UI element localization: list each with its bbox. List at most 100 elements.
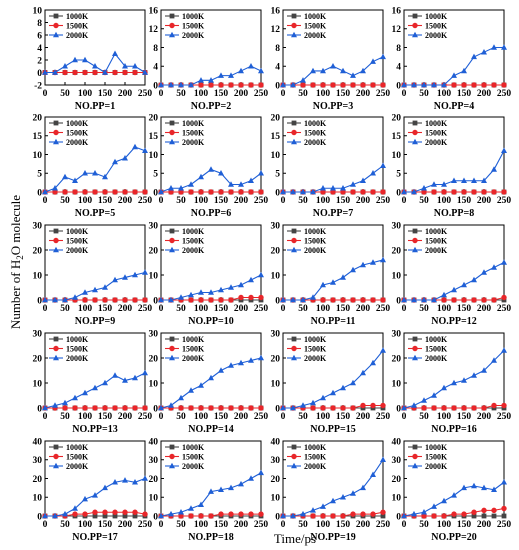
legend-marker-1500K: [412, 345, 418, 352]
legend-label-2000K: 2000K: [66, 31, 89, 40]
x-tick-label: 100: [78, 412, 93, 422]
data-point-2000K: [158, 296, 164, 303]
data-point-1500K: [218, 511, 224, 517]
data-point-2000K: [431, 181, 437, 187]
x-tick-label: 50: [176, 196, 186, 206]
data-point-2000K: [431, 392, 437, 398]
y-tick-label: 20: [392, 246, 402, 256]
data-point-2000K: [481, 177, 487, 184]
y-tick-label: 10: [149, 271, 159, 281]
data-point-1500K: [380, 82, 386, 88]
data-point-1500K: [198, 297, 204, 303]
data-point-1500K: [360, 402, 366, 409]
data-point-1500K: [62, 405, 68, 411]
data-point-1500K: [310, 405, 316, 411]
legend-label-1000K: 1000K: [304, 443, 327, 452]
data-point-2000K: [300, 510, 306, 517]
data-point-2000K: [122, 377, 128, 383]
x-tick-label: 250: [138, 412, 153, 422]
data-point-2000K: [360, 67, 366, 74]
y-tick-label: 30: [149, 221, 159, 231]
y-tick-label: 4: [275, 63, 280, 73]
data-point-1500K: [228, 189, 234, 195]
data-point-2000K: [280, 404, 286, 411]
panel-title: NO.PP=20: [431, 532, 476, 543]
y-tick-label: 20: [149, 113, 159, 123]
data-point-2000K: [290, 81, 296, 88]
x-tick-label: 50: [60, 304, 70, 314]
data-point-1500K: [340, 513, 346, 519]
data-point-1500K: [82, 511, 88, 517]
x-tick-label: 50: [176, 412, 186, 422]
data-point-1500K: [238, 82, 244, 88]
data-point-2000K: [350, 72, 356, 78]
x-tick-label: 250: [138, 520, 153, 530]
y-tick-label: 40: [33, 437, 43, 447]
x-tick-label: 50: [419, 304, 429, 314]
legend-label-2000K: 2000K: [66, 246, 89, 255]
data-point-2000K: [142, 269, 148, 275]
legend-label-1500K: 1500K: [304, 452, 327, 461]
data-point-2000K: [461, 281, 467, 288]
data-point-1500K: [461, 82, 467, 88]
data-point-2000K: [228, 284, 234, 290]
data-point-1500K: [360, 297, 366, 303]
data-point-1500K: [310, 513, 316, 519]
legend-label-2000K: 2000K: [304, 462, 327, 471]
y-tick-label: 10: [149, 151, 159, 161]
y-tick-label: 40: [271, 437, 281, 447]
legend-marker-1500K: [169, 453, 175, 460]
data-point-2000K: [92, 170, 98, 176]
data-point-1500K: [320, 297, 326, 303]
legend-marker-1000K: [291, 228, 297, 234]
data-point-2000K: [132, 271, 138, 278]
data-point-1500K: [320, 405, 326, 411]
data-point-2000K: [122, 274, 128, 280]
data-point-1500K: [112, 297, 118, 303]
y-tick-label: 16: [271, 6, 281, 16]
data-point-1500K: [370, 82, 376, 88]
x-tick-label: 100: [194, 196, 209, 206]
data-point-1500K: [350, 189, 356, 195]
legend-label-1000K: 1000K: [182, 12, 205, 21]
y-tick-label: 16: [392, 6, 402, 16]
data-point-2000K: [300, 188, 306, 195]
x-tick-label: 200: [477, 304, 492, 314]
data-point-2000K: [102, 484, 108, 491]
x-tick-label: 200: [477, 196, 492, 206]
legend-marker-1500K: [53, 129, 59, 136]
y-tick-label: 6: [37, 31, 42, 41]
y-tick-label: 15: [392, 132, 402, 142]
data-point-2000K: [112, 372, 118, 378]
x-tick-label: 150: [98, 520, 113, 530]
y-tick-label: 12: [149, 25, 159, 35]
data-point-2000K: [431, 296, 437, 303]
legend-label-2000K: 2000K: [425, 138, 448, 147]
y-tick-label: 15: [271, 132, 281, 142]
x-tick-label: 250: [254, 304, 269, 314]
legend-label-1500K: 1500K: [66, 452, 89, 461]
data-point-1500K: [198, 405, 204, 411]
y-tick-label: 20: [149, 246, 159, 256]
data-point-1500K: [461, 405, 467, 411]
data-point-2000K: [62, 296, 68, 303]
plot-frame: [282, 224, 384, 301]
y-tick-label: 8: [275, 44, 280, 54]
legend-label-1000K: 1000K: [304, 335, 327, 344]
y-tick-label: -2: [34, 81, 42, 91]
x-tick-label: 250: [497, 412, 512, 422]
series-line-2000K: [283, 56, 384, 86]
data-point-1500K: [208, 82, 214, 88]
data-point-1500K: [451, 511, 457, 517]
data-point-2000K: [330, 63, 336, 69]
data-point-1500K: [82, 297, 88, 303]
data-point-1000K: [132, 513, 138, 519]
x-tick-label: 0: [43, 304, 48, 314]
data-point-1000K: [471, 513, 477, 519]
x-tick-label: 150: [457, 89, 472, 99]
legend-label-2000K: 2000K: [182, 462, 205, 471]
y-tick-label: 15: [33, 132, 43, 142]
data-point-2000K: [340, 67, 346, 74]
